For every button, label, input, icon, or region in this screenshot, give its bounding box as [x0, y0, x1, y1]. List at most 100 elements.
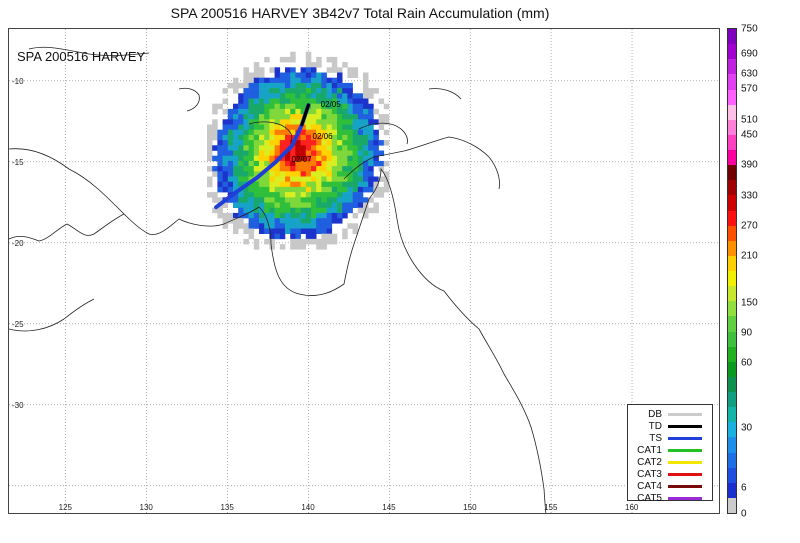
rain-cell: [212, 103, 218, 110]
lon-tick-label: 150: [463, 503, 477, 512]
rain-cell: [295, 218, 301, 224]
rain-cell: [378, 114, 385, 120]
rain-cell: [238, 207, 244, 214]
rain-cell: [233, 202, 239, 208]
rain-cell: [352, 197, 359, 203]
rain-cell: [264, 207, 270, 214]
rain-field: [207, 51, 390, 250]
rain-cell: [352, 108, 359, 115]
rain-cell: [279, 82, 286, 89]
rain-cell: [274, 171, 281, 177]
colorbar-tick-label: 60: [741, 357, 753, 369]
rain-cell: [259, 88, 265, 94]
rain-cell: [227, 212, 234, 219]
rain-cell: [248, 218, 255, 224]
rain-cell: [383, 171, 390, 177]
rain-cell: [259, 72, 265, 78]
rain-cell: [264, 197, 270, 203]
rain-cell: [368, 176, 374, 182]
rain-cell: [337, 119, 343, 125]
rain-cell: [285, 129, 291, 136]
rain-cell: [238, 223, 244, 229]
rain-cell: [300, 140, 307, 146]
rain-cell: [217, 212, 223, 219]
rain-cell: [264, 103, 270, 110]
rain-cell: [253, 140, 260, 146]
rain-cell: [326, 82, 333, 89]
rain-cell: [290, 218, 296, 224]
rain-cell: [248, 202, 255, 208]
rain-cell: [316, 212, 322, 219]
rain-cell: [373, 192, 379, 198]
colorbar-segment: [728, 180, 736, 196]
rain-cell: [331, 77, 338, 84]
rain-cell: [316, 82, 322, 89]
rain-cell: [357, 160, 364, 167]
rain-cell: [311, 197, 317, 203]
rain-cell: [253, 82, 260, 89]
rain-cell: [279, 228, 286, 234]
rain-cell: [347, 119, 353, 125]
rain-cell: [290, 160, 296, 167]
rain-cell: [321, 114, 327, 120]
rain-cell: [233, 77, 239, 84]
rain-cell: [347, 171, 353, 177]
rain-cell: [285, 93, 291, 99]
rain-cell: [305, 176, 312, 182]
rain-cell: [253, 212, 260, 219]
rain-cell: [331, 186, 338, 193]
rain-cell: [331, 160, 338, 167]
rain-cell: [342, 140, 348, 146]
rain-cell: [316, 88, 322, 94]
rain-cell: [253, 129, 260, 136]
rain-cell: [217, 103, 223, 110]
rain-cell: [290, 56, 296, 63]
rain-cell: [259, 77, 265, 84]
rain-cell: [227, 114, 234, 120]
rain-cell: [352, 202, 359, 208]
rain-cell: [269, 114, 275, 120]
rain-cell: [378, 160, 385, 167]
rain-cell: [373, 88, 379, 94]
rain-cell: [285, 140, 291, 146]
rain-cell: [243, 238, 249, 245]
rain-cell: [253, 218, 260, 224]
rain-cell: [259, 228, 265, 234]
rain-cell: [274, 223, 281, 229]
rain-cell: [259, 223, 265, 229]
rain-cell: [233, 88, 239, 94]
rain-cell: [285, 72, 291, 78]
rain-cell: [363, 207, 369, 214]
rain-cell: [295, 155, 301, 162]
rain-cell: [274, 82, 281, 89]
rain-cell: [290, 181, 296, 188]
rain-cell: [279, 140, 286, 146]
rain-cell: [300, 181, 307, 188]
rain-cell: [347, 82, 353, 89]
rain-cell: [347, 98, 353, 104]
rain-cell: [357, 171, 364, 177]
rain-cell: [368, 207, 374, 214]
rain-cell: [274, 233, 281, 240]
rain-cell: [337, 140, 343, 146]
rain-cell: [290, 233, 296, 240]
rain-cell: [300, 124, 307, 130]
rain-cell: [305, 119, 312, 125]
legend-swatch: [668, 424, 702, 428]
rain-cell: [363, 150, 369, 156]
rain-cell: [305, 155, 312, 162]
rain-cell: [363, 155, 369, 162]
rain-cell: [326, 114, 333, 120]
rain-cell: [285, 56, 291, 63]
rain-cell: [352, 186, 359, 193]
rain-cell: [285, 197, 291, 203]
rain-cell: [233, 108, 239, 115]
rain-cell: [227, 197, 234, 203]
rain-cell: [300, 207, 307, 214]
rain-cell: [337, 93, 343, 99]
rain-cell: [279, 212, 286, 219]
rain-cell: [238, 197, 244, 203]
rain-cell: [352, 181, 359, 188]
rain-cell: [331, 103, 338, 110]
rain-cell: [264, 171, 270, 177]
